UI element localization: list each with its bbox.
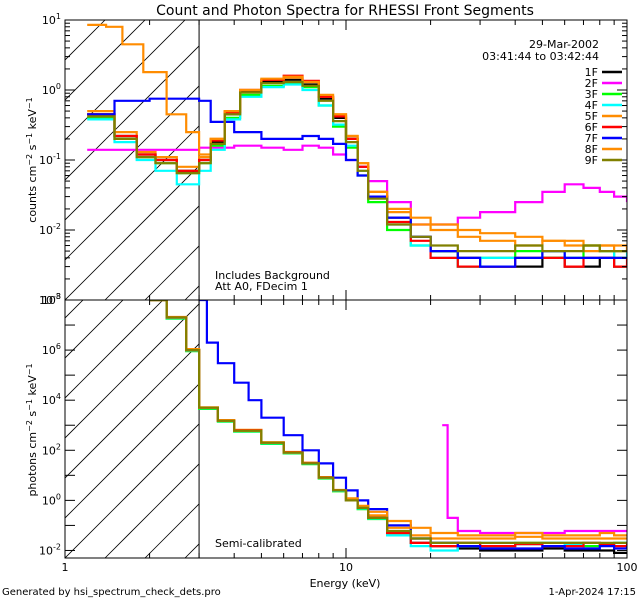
legend-label-3F: 3F — [585, 88, 598, 101]
bottom-annotation: Semi-calibrated — [215, 537, 302, 550]
bottom-series-2F — [442, 424, 627, 535]
x-tick-label-1: 10 — [339, 561, 353, 574]
legend-label-9F: 9F — [585, 154, 598, 167]
top-y-tick-label-2: 10-1 — [39, 152, 61, 167]
bottom-y-tick-label-2: 102 — [42, 442, 61, 457]
x-tick-label-2: 100 — [617, 561, 638, 574]
bottom-y-tick-label-5: 108 — [42, 292, 61, 307]
chart-title: Count and Photon Spectra for RHESSI Fron… — [156, 3, 534, 19]
top-y-tick-label-0: 10-3 — [39, 292, 61, 307]
time-range-label: 03:41:44 to 03:42:44 — [482, 50, 599, 63]
legend-label-4F: 4F — [585, 99, 598, 112]
bottom-series-1F — [149, 300, 627, 554]
bottom-series-6F — [149, 300, 627, 548]
bottom-y-axis-label: photons cm−2 s−1 keV−1 — [25, 363, 39, 496]
bottom-series-7F — [199, 300, 627, 550]
x-axis-label: Energy (keV) — [310, 577, 381, 590]
legend-label-7F: 7F — [585, 132, 598, 145]
top-annotation-2: Att A0, FDecim 1 — [215, 280, 308, 293]
footer-timestamp: 1-Apr-2024 17:15 — [549, 587, 636, 598]
x-tick-label-0: 1 — [62, 561, 69, 574]
bottom-series-8F — [149, 300, 627, 537]
bottom-series-4F — [149, 300, 627, 552]
bottom-y-tick-label-3: 104 — [42, 392, 61, 407]
bottom-series-3F — [149, 300, 627, 548]
footer-generated-by: Generated by hsi_spectrum_check_dets.pro — [2, 587, 221, 598]
legend-label-8F: 8F — [585, 143, 598, 156]
top-y-tick-label-3: 100 — [42, 82, 61, 97]
top-y-tick-label-1: 10-2 — [39, 222, 61, 237]
legend-label-2F: 2F — [585, 77, 598, 90]
bottom-hatch-region — [65, 300, 200, 558]
top-panel: 10-3 10-2 10-1 100 101 — [39, 12, 628, 307]
legend-label-6F: 6F — [585, 121, 598, 134]
bottom-y-tick-label-1: 100 — [42, 492, 61, 507]
bottom-series-9F — [149, 300, 627, 544]
bottom-series-5F — [149, 300, 627, 540]
top-series-9F — [87, 80, 627, 253]
bottom-frame — [64, 299, 628, 559]
legend-label-5F: 5F — [585, 110, 598, 123]
top-y-axis-label: counts cm−2 s−1 keV−1 — [25, 97, 39, 222]
bottom-y-tick-label-0: 10-2 — [39, 542, 61, 557]
top-y-tick-label-4: 101 — [42, 12, 61, 27]
top-annotation-1: Includes Background — [215, 269, 330, 282]
legend-label-1F: 1F — [585, 66, 598, 79]
bottom-y-tick-label-4: 106 — [42, 342, 61, 357]
date-label: 29-Mar-2002 — [529, 38, 599, 51]
top-series-6F — [87, 74, 627, 268]
top-series-2F — [87, 144, 627, 226]
